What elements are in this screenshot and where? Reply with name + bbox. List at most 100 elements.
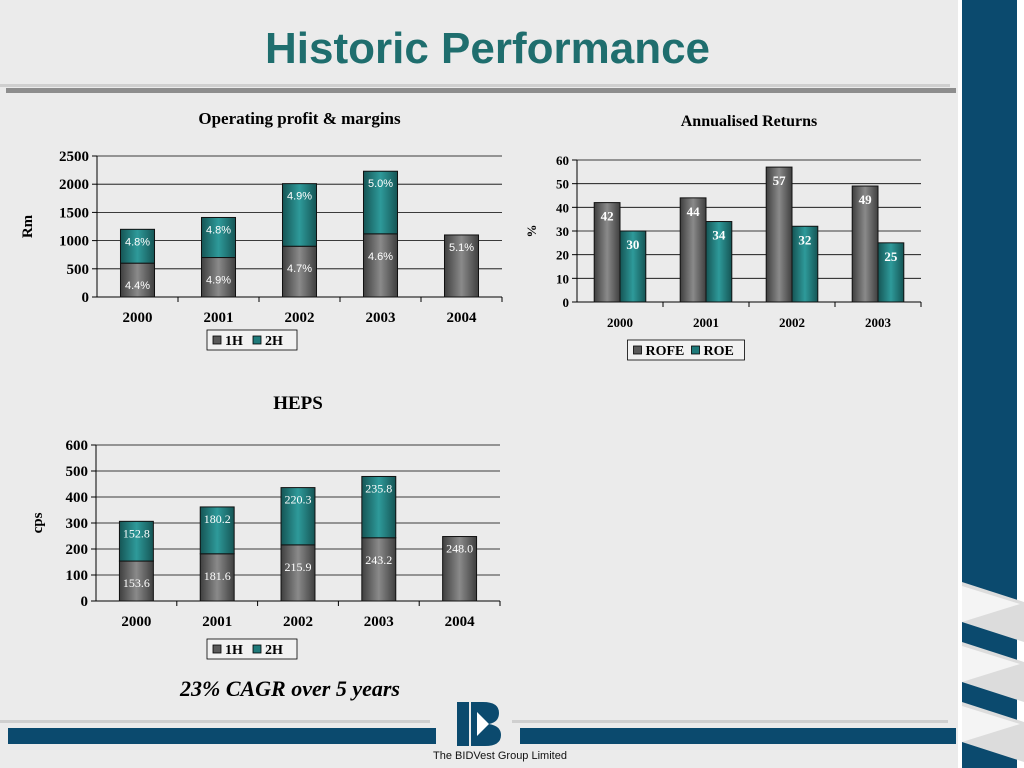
annualised-returns-chart: Annualised Returns% 0 10 20 30 40 50 60 2000 42 30…	[520, 100, 940, 380]
data-label: 25	[884, 249, 898, 264]
bar-rofe	[593, 202, 621, 303]
y-axis-label: cps	[30, 512, 46, 533]
x-tick-label: 2000	[123, 310, 153, 326]
top-rule-dark	[6, 88, 956, 93]
right-navy-bar	[962, 0, 1017, 768]
y-tick-label: 500	[67, 262, 90, 278]
data-label-2h: 235.8	[365, 481, 392, 495]
y-tick-label: 10	[556, 271, 569, 286]
bar-2h	[362, 170, 399, 235]
data-label: 42	[601, 209, 614, 224]
bar-roe	[705, 221, 733, 303]
y-tick-label: 30	[556, 224, 569, 239]
bar-roe	[791, 225, 819, 303]
x-tick-label: 2001	[202, 614, 232, 630]
data-label-2h: 180.2	[204, 512, 231, 526]
legend-box	[206, 329, 298, 351]
legend-label: 2H	[265, 334, 283, 349]
x-tick-label: 2002	[283, 614, 313, 630]
chart-title: HEPS	[273, 393, 323, 414]
y-tick-label: 2000	[59, 177, 89, 193]
bar-1h	[118, 560, 154, 602]
data-label: 49	[859, 192, 873, 207]
bar-2h	[199, 506, 235, 555]
data-label-1h: 5.1%	[449, 242, 474, 254]
y-tick-label: 100	[66, 568, 89, 584]
chart-title: Operating profit & margins	[198, 109, 401, 128]
bar-rofe	[851, 185, 879, 303]
operating-profit-chart: Operating profit & margins Rm 0 500 1000 1500…	[0, 100, 520, 370]
x-tick-label: 2002	[285, 310, 315, 326]
data-label-2h: 4.8%	[125, 236, 150, 248]
y-axis-label: Rm	[20, 214, 36, 238]
legend-swatch	[633, 345, 642, 355]
x-tick-label: 2001	[693, 315, 719, 330]
legend-box	[627, 339, 745, 361]
slide-title: Historic Performance	[264, 24, 711, 73]
y-tick-label: 0	[81, 594, 89, 610]
data-label: 32	[798, 232, 811, 247]
legend-swatch	[691, 345, 700, 355]
y-tick-label: 300	[66, 516, 89, 532]
bottom-rule-left	[8, 728, 436, 744]
data-label: 30	[626, 237, 639, 252]
bar-1h	[362, 233, 399, 298]
bar-2h	[119, 228, 156, 264]
bar-roe	[877, 242, 905, 303]
data-label-1h: 243.2	[365, 553, 392, 567]
legend-swatch	[212, 335, 222, 345]
bar-2h	[118, 520, 154, 562]
legend-swatch	[212, 644, 222, 654]
bar-1h	[442, 536, 478, 602]
y-tick-label: 200	[66, 542, 89, 558]
legend-swatch	[252, 335, 262, 345]
x-tick-label: 2003	[865, 315, 892, 330]
bar-2h	[280, 487, 316, 546]
cagr-footnote: 23% CAGR over 5 years	[180, 676, 400, 701]
y-tick-label: 1500	[59, 205, 89, 221]
data-label-2h: 4.9%	[287, 191, 312, 203]
x-tick-label: 2002	[779, 315, 805, 330]
data-label-2h: 4.8%	[206, 224, 231, 236]
data-label: 34	[712, 228, 726, 243]
x-tick-label: 2004	[447, 310, 478, 326]
bar-roe	[619, 230, 647, 303]
legend-label: ROFE	[646, 344, 685, 359]
y-tick-label: 60	[556, 153, 569, 168]
arrow-decoration-icon	[962, 702, 1024, 762]
legend-label: 2H	[265, 643, 283, 658]
data-label-1h: 4.6%	[368, 251, 393, 263]
y-tick-label: 50	[556, 177, 569, 192]
data-label-2h: 220.3	[285, 493, 312, 507]
bar-1h	[200, 257, 237, 298]
x-tick-label: 2003	[364, 614, 394, 630]
y-tick-label: 500	[66, 464, 89, 480]
data-label-1h: 181.6	[204, 569, 231, 583]
legend-label: ROE	[704, 344, 734, 359]
y-tick-label: 0	[82, 290, 90, 306]
company-name: The BIDVest Group Limited	[433, 750, 567, 762]
bottom-rule-right	[520, 728, 956, 744]
data-label-1h: 248.0	[446, 542, 473, 556]
y-tick-label: 1000	[59, 234, 89, 250]
bar-1h	[280, 544, 316, 602]
x-tick-label: 2000	[121, 614, 151, 630]
data-label: 57	[773, 173, 787, 188]
data-label: 44	[687, 204, 701, 219]
x-tick-label: 2001	[204, 310, 234, 326]
bar-2h	[200, 216, 237, 259]
y-tick-label: 400	[66, 490, 89, 506]
y-tick-label: 2500	[59, 149, 89, 165]
bar-1h	[119, 262, 156, 298]
legend-label: 1H	[225, 643, 243, 658]
y-tick-label: 600	[66, 438, 89, 454]
y-axis-label: %	[524, 225, 539, 238]
chart-svg: Annualised Returns% 0 10 20 30 40 50 60 2000 42 30…	[524, 113, 922, 361]
bottom-rule-right-light	[512, 720, 948, 723]
bidvest-logo	[457, 702, 501, 746]
data-label-1h: 4.9%	[206, 275, 231, 287]
bar-1h	[281, 245, 318, 298]
bar-1h	[361, 537, 397, 602]
x-tick-label: 2000	[607, 315, 633, 330]
heps-chart: HEPS cps 0 100 200 300 400 500 600 2000 152.8 153.6…	[0, 385, 520, 675]
